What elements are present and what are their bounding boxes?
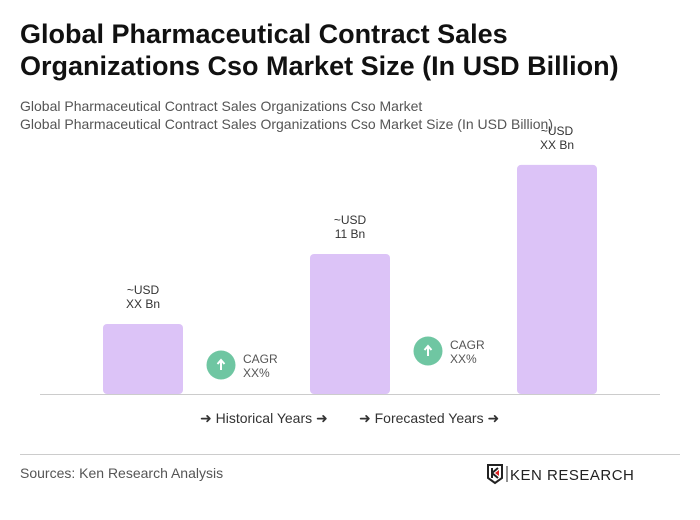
- sources-text: Sources: Ken Research Analysis: [20, 465, 224, 481]
- bar: [103, 324, 183, 394]
- divider: [20, 454, 680, 455]
- arrow-up-icon: [216, 358, 226, 370]
- legend-historical: ➜ Historical Years ➜: [200, 410, 328, 426]
- cagr-value: XX%: [450, 352, 477, 366]
- cagr-label: CAGR: [243, 352, 278, 366]
- arrow-up-icon: [423, 344, 433, 356]
- page-title: Global Pharmaceutical Contract Sales Org…: [20, 19, 619, 81]
- data-label: ~USD: [541, 124, 574, 138]
- bar: [517, 164, 597, 394]
- legend-forecasted: ➜ Forecasted Years ➜: [359, 410, 500, 426]
- data-label: XX Bn: [540, 138, 574, 152]
- legend-label: Historical Years: [215, 410, 313, 426]
- ken-research-logo: KEN RESEARCH: [486, 463, 656, 490]
- cagr-value: XX%: [243, 366, 270, 380]
- data-label: 11 Bn: [335, 227, 365, 241]
- subtitle-secondary: Global Pharmaceutical Contract Sales Org…: [20, 116, 553, 132]
- svg-text:KEN RESEARCH: KEN RESEARCH: [510, 467, 634, 484]
- cagr-label: CAGR: [450, 338, 485, 352]
- data-label: XX Bn: [126, 297, 160, 311]
- subtitle: Global Pharmaceutical Contract Sales Org…: [20, 98, 423, 114]
- legend-label: Forecasted Years: [374, 410, 484, 426]
- data-label: ~USD: [127, 283, 160, 297]
- bar: [310, 254, 390, 394]
- data-label: ~USD: [334, 213, 367, 227]
